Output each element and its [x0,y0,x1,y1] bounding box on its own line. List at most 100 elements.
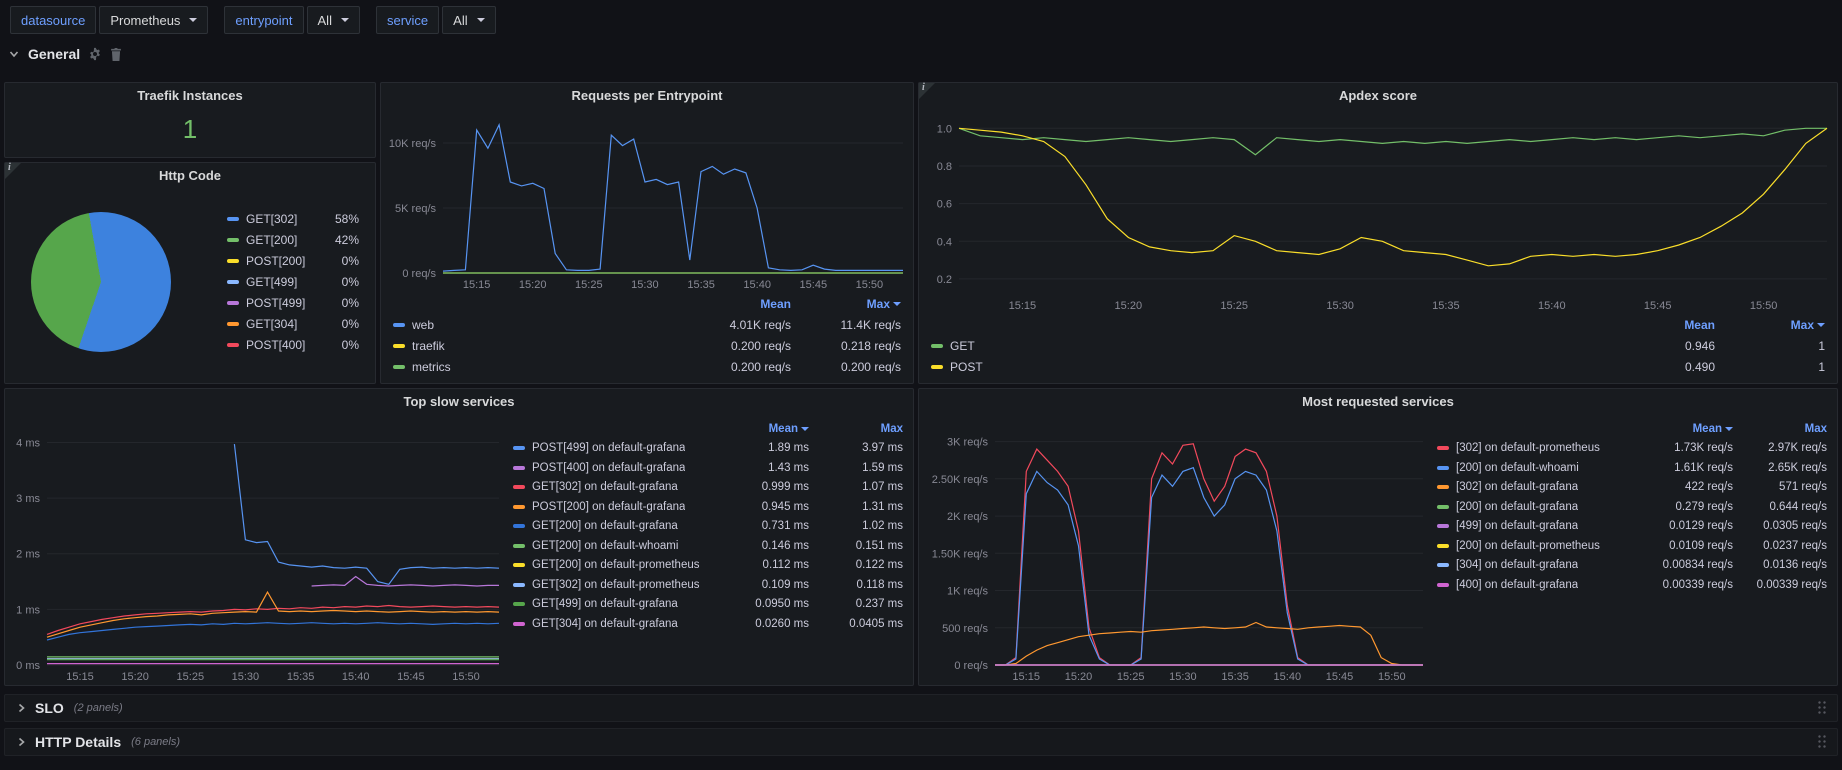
variable-dropdown[interactable]: All [306,6,360,34]
legend-row[interactable]: GET[302] 58% [227,209,359,230]
legend-row[interactable]: [302] on default-grafana 422 req/s 571 r… [1437,478,1827,498]
legend-sort-max[interactable]: Max [880,422,903,435]
info-corner-icon[interactable]: i [919,82,935,99]
series-name[interactable]: POST[200] [246,254,306,268]
row-header-http-details[interactable]: HTTP Details (6 panels) [4,728,1838,756]
series-name[interactable]: [302] on default-prometheus [1456,442,1600,455]
legend-row[interactable]: POST[499] on default-grafana 1.89 ms 3.9… [513,439,903,459]
trash-icon[interactable] [110,47,122,61]
legend-row[interactable]: [499] on default-grafana 0.0129 req/s 0.… [1437,517,1827,537]
info-corner-icon[interactable]: i [5,162,21,179]
series-name[interactable]: GET[302] [246,212,298,226]
series-name[interactable]: GET[499] on default-grafana [532,598,678,611]
legend-row[interactable]: web 4.01K req/s 11.4K req/s [393,314,901,335]
legend-row[interactable]: [302] on default-prometheus 1.73K req/s … [1437,439,1827,459]
series-name[interactable]: [304] on default-grafana [1456,559,1579,572]
series-name[interactable]: GET[302] on default-grafana [532,481,678,494]
legend-row[interactable]: GET[304] 0% [227,314,359,335]
series-name[interactable]: POST[400] [246,338,306,352]
series-name[interactable]: metrics [412,359,451,374]
legend-row[interactable]: [304] on default-grafana 0.00834 req/s 0… [1437,556,1827,576]
gear-icon[interactable] [88,47,102,61]
legend-sort-mean[interactable]: Mean [1684,317,1715,332]
legend-row[interactable]: POST[400] 0% [227,335,359,356]
legend-sort-max[interactable]: Max [791,297,901,311]
series-name[interactable]: [200] on default-grafana [1456,500,1579,513]
legend-sort-mean[interactable]: Mean [723,423,809,435]
series-name[interactable]: POST[400] on default-grafana [532,461,686,474]
legend-row[interactable]: [200] on default-whoami 1.61K req/s 2.65… [1437,458,1827,478]
legend-row[interactable]: GET[200] 42% [227,230,359,251]
legend-sort-max[interactable]: Max [1804,422,1827,435]
apdex-chart[interactable]: 0.2 0.4 0.6 0.8 1.0 15:15 15:20 15:25 15:30 15:35… [919,109,1837,314]
legend-sort-mean[interactable]: Mean [760,296,791,311]
legend-row[interactable]: traefik 0.200 req/s 0.218 req/s [393,335,901,356]
legend-row[interactable]: GET 0.946 1 [931,335,1825,356]
svg-text:15:15: 15:15 [1012,671,1040,683]
series-mean: 422 req/s [1685,481,1733,494]
legend-row[interactable]: POST[499] 0% [227,293,359,314]
series-color-tick [1437,465,1449,470]
series-mean: 0.200 req/s [730,338,791,353]
panel-title[interactable]: Traefik Instances [137,88,243,103]
series-name[interactable]: POST[499] [246,296,306,310]
requests-chart[interactable]: 0 req/s 5K req/s 10K req/s 15:15 15:20 15:25 1… [381,109,913,293]
series-name[interactable]: GET[304] [246,317,298,331]
series-name[interactable]: GET [950,338,975,353]
drag-handle[interactable] [1817,734,1827,750]
top-slow-chart[interactable]: 0 ms 1 ms 2 ms 3 ms 4 ms 15:15 15:20 15:25 15:30… [5,415,509,685]
legend-row[interactable]: metrics 0.200 req/s 0.200 req/s [393,356,901,377]
legend-row[interactable]: GET[302] on default-grafana 0.999 ms 1.0… [513,478,903,498]
series-name[interactable]: [400] on default-grafana [1456,578,1579,591]
panel-title[interactable]: Top slow services [403,394,515,409]
legend-row[interactable]: GET[200] on default-whoami 0.146 ms 0.15… [513,536,903,556]
panel-title[interactable]: Apdex score [1338,88,1418,103]
most-requested-chart[interactable]: 0 req/s 500 req/s 1K req/s 1.50K req/s 2K re… [919,415,1433,685]
legend-sort-mean[interactable]: Mean [1647,423,1733,435]
legend-row[interactable]: POST 0.490 1 [931,356,1825,377]
legend-row[interactable]: [200] on default-grafana 0.279 req/s 0.6… [1437,497,1827,517]
drag-handle[interactable] [1817,700,1827,716]
chevron-right-icon [15,736,27,748]
row-header-slo[interactable]: SLO (2 panels) [4,694,1838,722]
series-name[interactable]: GET[200] [246,233,298,247]
http-code-pie-chart[interactable] [31,212,171,352]
series-name[interactable]: [200] on default-whoami [1456,461,1579,474]
series-name[interactable]: [302] on default-grafana [1456,481,1579,494]
series-name[interactable]: GET[200] on default-grafana [532,520,678,533]
series-name[interactable]: [499] on default-grafana [1456,520,1579,533]
series-name[interactable]: POST[200] on default-grafana [532,500,686,513]
series-max: 1 [1818,338,1825,353]
legend-row[interactable]: GET[200] on default-grafana 0.731 ms 1.0… [513,517,903,537]
variable-dropdown[interactable]: Prometheus [99,6,209,34]
series-name[interactable]: GET[499] [246,275,298,289]
panel-title[interactable]: Most requested services [1302,394,1454,409]
svg-text:15:45: 15:45 [397,671,425,683]
series-name[interactable]: GET[200] on default-whoami [532,539,679,552]
legend-row[interactable]: GET[499] on default-grafana 0.0950 ms 0.… [513,595,903,615]
legend-row[interactable]: GET[302] on default-prometheus 0.109 ms … [513,575,903,595]
series-name[interactable]: POST[499] on default-grafana [532,442,686,455]
legend-row[interactable]: [200] on default-prometheus 0.0109 req/s… [1437,536,1827,556]
legend-row[interactable]: GET[304] on default-grafana 0.0260 ms 0.… [513,614,903,634]
series-name[interactable]: POST [950,359,983,374]
row-header-general[interactable]: General [8,46,122,62]
series-name[interactable]: traefik [412,338,445,353]
series-name[interactable]: GET[302] on default-prometheus [532,578,700,591]
panel-title[interactable]: Requests per Entrypoint [571,88,723,103]
legend-sort-max[interactable]: Max [1715,318,1825,332]
series-name[interactable]: [200] on default-prometheus [1456,539,1600,552]
legend-row[interactable]: [400] on default-grafana 0.00339 req/s 0… [1437,575,1827,595]
legend-row[interactable]: POST[200] on default-grafana 0.945 ms 1.… [513,497,903,517]
legend-row[interactable]: GET[200] on default-prometheus 0.112 ms … [513,556,903,576]
legend-row[interactable]: POST[400] on default-grafana 1.43 ms 1.5… [513,458,903,478]
legend-row[interactable]: POST[200] 0% [227,251,359,272]
series-name[interactable]: GET[304] on default-grafana [532,617,678,630]
series-name[interactable]: GET[200] on default-prometheus [532,559,700,572]
series-name[interactable]: web [412,317,435,332]
variable-dropdown[interactable]: All [442,6,496,34]
panel-http-code: i Http Code GET[302] 58% [4,162,376,384]
legend-row[interactable]: GET[499] 0% [227,272,359,293]
panel-title[interactable]: Http Code [158,168,222,183]
series-max: 0.0136 req/s [1763,559,1827,572]
